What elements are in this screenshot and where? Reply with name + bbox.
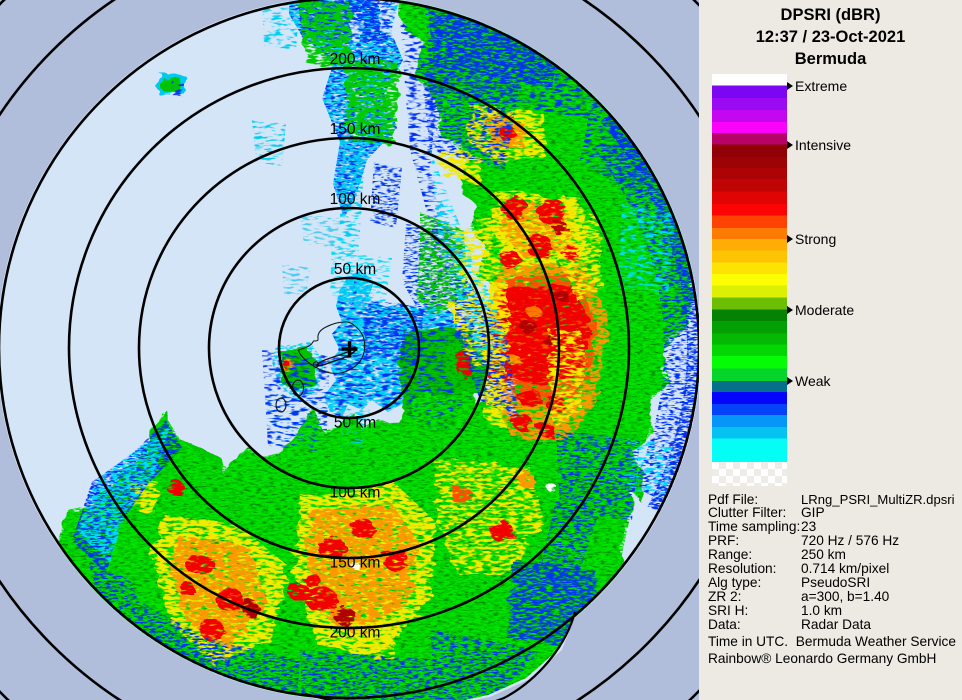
svg-text:150 km: 150 km — [330, 121, 381, 138]
svg-text:100 km: 100 km — [330, 485, 381, 502]
svg-text:50 km: 50 km — [334, 261, 376, 278]
svg-text:200 km: 200 km — [330, 51, 381, 68]
svg-text:100 km: 100 km — [330, 191, 381, 208]
svg-text:200 km: 200 km — [330, 625, 381, 642]
svg-text:50 km: 50 km — [334, 415, 376, 432]
svg-text:150 km: 150 km — [330, 555, 381, 572]
